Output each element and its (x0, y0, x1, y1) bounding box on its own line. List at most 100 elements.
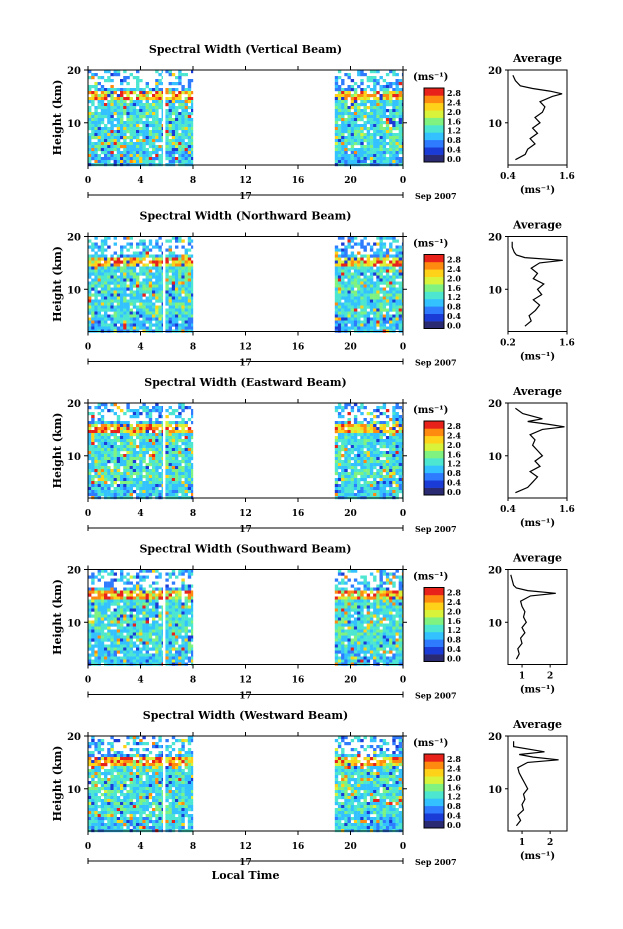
heatmap-cell (181, 484, 185, 488)
heatmap-cell (357, 112, 361, 116)
heatmap-cell (347, 424, 351, 428)
heatmap-cell (376, 160, 380, 164)
heatmap-cell (395, 100, 399, 104)
heatmap-cell (376, 490, 380, 494)
heatmap-cell (116, 269, 121, 273)
heatmap-cell (385, 490, 390, 494)
heatmap-cell (116, 578, 121, 582)
heatmap-cell (104, 596, 108, 600)
heatmap-cell (155, 403, 159, 407)
heatmap-cell (363, 121, 367, 125)
heatmap-cell (373, 430, 377, 434)
heatmap-cell (357, 299, 361, 303)
heatmap-cell (113, 403, 117, 407)
heatmap-cell (107, 460, 111, 464)
heatmap-cell (337, 263, 342, 267)
heatmap-cell (91, 293, 95, 297)
heatmap-cell (94, 457, 98, 461)
heatmap-cell (120, 409, 124, 413)
heatmap-cell (155, 469, 159, 473)
heatmap-cell (100, 269, 105, 273)
heatmap-cell (171, 281, 176, 285)
heatmap-cell (398, 424, 403, 428)
heatmap-cell (178, 308, 182, 312)
heatmap-cell (360, 130, 364, 134)
heatmap-cell (139, 575, 143, 579)
heatmap-cell (187, 100, 192, 104)
heatmap-cell (100, 248, 105, 252)
heatmap-cell (191, 469, 194, 473)
heatmap-cell (129, 296, 133, 300)
heatmap-cell (94, 460, 98, 464)
heatmap-cell (347, 305, 351, 309)
heatmap-cell (148, 278, 153, 282)
heatmap-cell (139, 269, 143, 273)
heatmap-cell (350, 427, 355, 431)
heatmap-cell (155, 457, 159, 461)
heatmap-cells (88, 569, 404, 666)
heatmap-cell (373, 281, 377, 285)
heatmap-cell (110, 439, 114, 443)
heatmap-cell (94, 257, 98, 261)
heatmap-cell (369, 445, 374, 449)
heatmap-cell (113, 293, 117, 297)
heatmap-cell (145, 157, 149, 161)
heatmap-cell (116, 127, 121, 131)
heatmap-cell (100, 635, 105, 639)
heatmap-cell (136, 157, 140, 161)
heatmap-cell (94, 590, 98, 594)
heatmap-cell (389, 323, 393, 327)
heatmap-cell (337, 148, 342, 152)
heatmap-cell (145, 484, 149, 488)
heatmap-cell (373, 409, 377, 413)
heatmap-cell (104, 305, 108, 309)
heatmap-cell (142, 251, 146, 255)
heatmap-cell (379, 299, 383, 303)
heatmap-cell (161, 424, 163, 428)
heatmap-cell (184, 112, 188, 116)
heatmap-cell (104, 584, 108, 588)
heatmap-cell (107, 308, 111, 312)
heatmap-cell (187, 239, 192, 243)
heatmap-cell (181, 142, 185, 146)
heatmap-cell (334, 454, 339, 458)
heatmap-cell (171, 445, 176, 449)
heatmap-cell (175, 127, 179, 131)
heatmap-cell (341, 481, 345, 485)
heatmap-cell (129, 436, 133, 440)
heatmap-cell (88, 623, 92, 627)
heatmap-cell (136, 415, 140, 419)
heatmap-cell (171, 290, 176, 294)
heatmap-cell (382, 442, 387, 446)
heatmap-cell (148, 487, 153, 491)
heatmap-cell (184, 157, 188, 161)
heatmap-cell (152, 127, 156, 131)
heatmap-cell (392, 326, 396, 330)
heatmap-cell (344, 466, 348, 470)
heatmap-cell (178, 436, 182, 440)
heatmap-cell (171, 254, 176, 258)
heatmap-cell (363, 418, 367, 422)
heatmap-cell (91, 614, 95, 618)
heatmap-cell (353, 281, 358, 285)
heatmap-cell (161, 314, 163, 318)
heatmap-cell (341, 130, 345, 134)
heatmap-cell (158, 236, 162, 240)
heatmap-cell (373, 302, 377, 306)
heatmap-cell (398, 466, 403, 470)
heatmap-cell (155, 257, 159, 261)
heatmap-cell (366, 266, 371, 270)
heatmap-cell (341, 260, 345, 264)
heatmap-cell (148, 302, 153, 306)
heatmap-cell (392, 112, 396, 116)
heatmap-cell (171, 296, 176, 300)
heatmap-cell (132, 484, 137, 488)
heatmap-cell (113, 148, 117, 152)
heatmap-cell (91, 448, 95, 452)
heatmap-cell (97, 469, 101, 473)
heatmap-cell (379, 290, 383, 294)
heatmap-cell (168, 448, 172, 452)
heatmap-cell (360, 463, 364, 467)
heatmap-cell (347, 430, 351, 434)
heatmap-cell (344, 160, 348, 164)
